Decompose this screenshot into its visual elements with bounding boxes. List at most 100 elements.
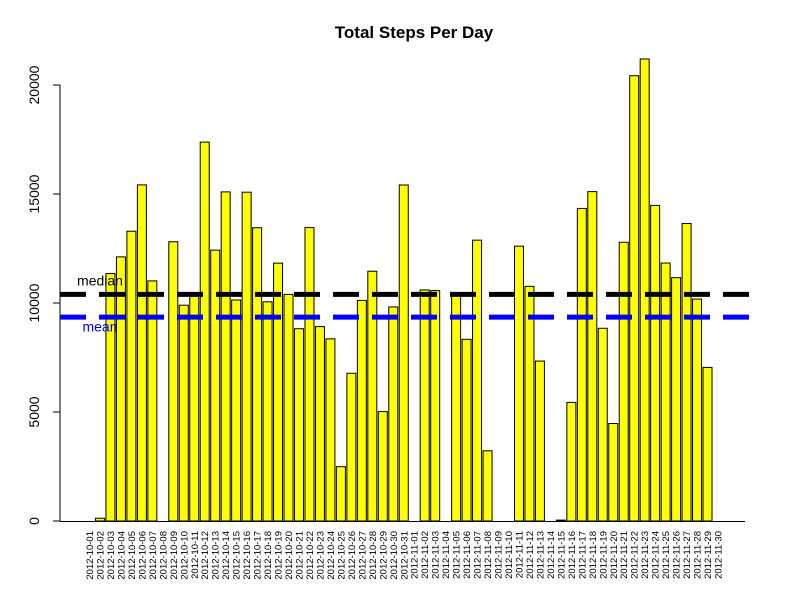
x-tick-label-2012-11-25: 2012-11-25 [661, 531, 672, 579]
x-tick-label-2012-11-04: 2012-11-04 [441, 531, 452, 579]
x-tick-label-2012-10-14: 2012-10-14 [221, 531, 232, 580]
x-tick-label-2012-10-05: 2012-10-05 [127, 531, 138, 580]
x-tick-label-2012-10-12: 2012-10-12 [200, 531, 211, 580]
bar-2012-11-02 [419, 289, 430, 522]
bar-2012-10-27 [356, 299, 367, 522]
bar-2012-11-18 [587, 191, 598, 522]
x-tick-label-2012-10-30: 2012-10-30 [389, 531, 400, 580]
x-tick-label-2012-10-16: 2012-10-16 [242, 531, 253, 580]
x-tick-label-2012-10-11: 2012-10-11 [190, 531, 201, 579]
bar-2012-10-10 [178, 304, 189, 522]
y-axis: 0 5000 10000 15000 20000 [26, 65, 61, 525]
x-tick-label-2012-10-04: 2012-10-04 [116, 531, 127, 580]
x-tick-label-2012-11-08: 2012-11-08 [483, 531, 494, 579]
bar-2012-10-23 [314, 326, 325, 522]
bar-2012-11-22 [629, 75, 640, 522]
bar-2012-11-20 [608, 423, 619, 522]
bar-2012-11-06 [461, 338, 472, 522]
x-tick-label-2012-10-10: 2012-10-10 [179, 531, 190, 580]
x-tick-label-2012-10-27: 2012-10-27 [357, 531, 368, 580]
y-tick-label-5000: 5000 [26, 396, 42, 427]
x-tick-label-2012-11-18: 2012-11-18 [588, 531, 599, 579]
bar-2012-11-07 [472, 239, 483, 522]
bar-2012-11-12 [524, 285, 535, 522]
bar-2012-10-12 [199, 141, 210, 522]
bar-2012-10-20 [283, 293, 294, 522]
x-tick-label-2012-10-02: 2012-10-02 [95, 531, 106, 580]
y-tick-label-20000: 20000 [26, 65, 42, 104]
x-tick-label-2012-11-12: 2012-11-12 [525, 531, 536, 579]
bar-2012-10-26 [346, 372, 357, 522]
x-tick-label-2012-11-07: 2012-11-07 [473, 531, 484, 579]
bar-2012-10-28 [367, 270, 378, 522]
x-tick-label-2012-11-17: 2012-11-17 [577, 531, 588, 579]
bar-2012-11-13 [534, 360, 545, 522]
x-tick-label-2012-10-07: 2012-10-07 [148, 531, 159, 580]
x-tick-label-2012-10-15: 2012-10-15 [232, 531, 243, 580]
chart-title: Total Steps Per Day [335, 23, 494, 42]
x-tick-label-2012-10-22: 2012-10-22 [305, 531, 316, 580]
x-tick-label-2012-11-19: 2012-11-19 [598, 531, 609, 579]
bar-2012-11-08 [482, 450, 493, 522]
bar-2012-11-27 [681, 223, 692, 522]
bar-2012-11-26 [671, 277, 682, 522]
reference-lines: median mean [60, 273, 760, 334]
x-tick-label-2012-11-05: 2012-11-05 [452, 531, 463, 579]
bar-2012-10-29 [377, 411, 388, 522]
bar-2012-10-03 [105, 273, 116, 522]
x-tick-label-2012-11-21: 2012-11-21 [619, 531, 630, 579]
y-tick-label-0: 0 [26, 517, 42, 525]
x-tick-label-2012-10-01: 2012-10-01 [85, 531, 96, 580]
x-tick-label-2012-10-13: 2012-10-13 [211, 531, 222, 580]
x-tick-label-2012-10-17: 2012-10-17 [253, 531, 264, 580]
x-tick-label-2012-11-26: 2012-11-26 [672, 531, 683, 579]
x-tick-label-2012-11-03: 2012-11-03 [431, 531, 442, 579]
bar-2012-10-02 [94, 517, 105, 522]
bar-2012-10-06 [136, 184, 147, 522]
x-axis: 2012-10-01 2012-10-02 2012-10-03 2012-10-04… [85, 531, 725, 580]
bar-2012-10-17 [252, 227, 263, 522]
bar-2012-10-14 [220, 191, 231, 522]
x-tick-label-2012-11-14: 2012-11-14 [546, 531, 557, 579]
x-tick-label-2012-10-29: 2012-10-29 [378, 531, 389, 580]
x-tick-label-2012-10-18: 2012-10-18 [263, 531, 274, 580]
x-tick-label-2012-11-24: 2012-11-24 [651, 531, 662, 579]
bar-2012-10-05 [126, 230, 137, 522]
bar-2012-10-25 [335, 466, 346, 522]
bar-2012-11-29 [702, 366, 713, 522]
x-tick-label-2012-10-31: 2012-10-31 [399, 531, 410, 580]
y-tick-label-10000: 10000 [26, 283, 42, 322]
bar-2012-11-16 [566, 401, 577, 522]
bar-2012-11-19 [597, 327, 608, 522]
bar-2012-10-24 [325, 338, 336, 522]
bar-2012-10-31 [398, 184, 409, 522]
bar-2012-10-19 [273, 262, 284, 522]
x-tick-label-2012-11-28: 2012-11-28 [693, 531, 704, 579]
bar-2012-11-11 [513, 245, 524, 522]
x-tick-label-2012-11-22: 2012-11-22 [630, 531, 641, 579]
x-tick-label-2012-11-10: 2012-11-10 [504, 531, 515, 579]
x-tick-label-2012-11-13: 2012-11-13 [535, 531, 546, 579]
x-tick-label-2012-10-06: 2012-10-06 [137, 531, 148, 580]
bar-2012-11-24 [650, 204, 661, 522]
mean-label: mean [82, 318, 117, 334]
x-tick-label-2012-10-08: 2012-10-08 [158, 531, 169, 580]
x-tick-label-2012-11-23: 2012-11-23 [640, 531, 651, 579]
x-tick-label-2012-10-21: 2012-10-21 [295, 531, 306, 580]
x-tick-label-2012-11-16: 2012-11-16 [567, 531, 578, 579]
bar-2012-11-05 [451, 292, 462, 522]
x-tick-label-2012-11-15: 2012-11-15 [556, 531, 567, 579]
bar-2012-10-22 [304, 227, 315, 522]
x-tick-label-2012-10-19: 2012-10-19 [274, 531, 285, 580]
bar-2012-11-03 [430, 290, 441, 522]
bar-2012-11-17 [576, 207, 587, 522]
y-tick-label-15000: 15000 [26, 174, 42, 213]
bar-2012-10-16 [241, 191, 252, 522]
x-tick-label-2012-11-09: 2012-11-09 [494, 531, 505, 579]
x-tick-label-2012-10-28: 2012-10-28 [368, 531, 379, 580]
bar-2012-10-21 [294, 328, 304, 522]
bars-group [60, 58, 745, 522]
x-tick-label-2012-10-26: 2012-10-26 [347, 531, 358, 580]
x-tick-label-2012-11-29: 2012-11-29 [703, 531, 714, 579]
